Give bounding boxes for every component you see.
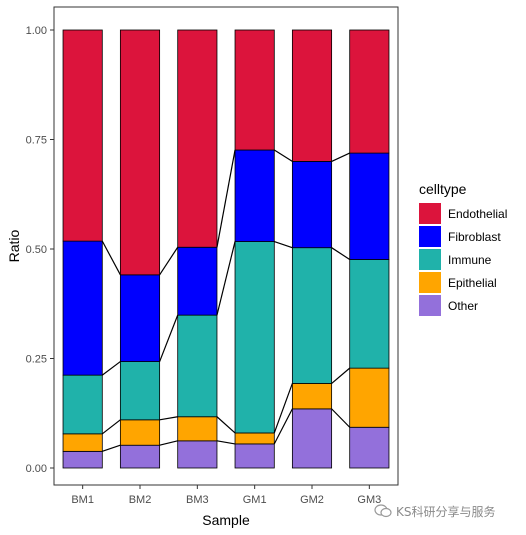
legend-label-fibroblast: Fibroblast xyxy=(448,230,501,244)
connector-other-2 xyxy=(159,440,178,446)
connector-immune-2 xyxy=(159,314,179,362)
bar-bm1-other xyxy=(62,450,103,469)
y-tick-label: 0.25 xyxy=(26,354,47,366)
connector-other-1 xyxy=(102,444,121,452)
bar-gm3-other xyxy=(349,426,390,469)
legend-key-other xyxy=(419,295,441,316)
y-tick-label: 0.00 xyxy=(26,463,47,475)
bar-gm2-epithelial xyxy=(291,383,333,410)
x-tick-label-gm1: GM1 xyxy=(243,494,267,506)
bar-bm2-fibroblast xyxy=(119,274,161,362)
connector-fibroblast-2 xyxy=(159,246,179,276)
bar-bm3-other xyxy=(177,440,218,469)
bar-bm1-fibroblast xyxy=(62,240,103,376)
x-tick-label-bm3: BM3 xyxy=(186,494,209,506)
bar-bm2-epithelial xyxy=(119,419,161,446)
bar-gm2-fibroblast xyxy=(291,160,333,249)
x-tick-label-gm3: GM3 xyxy=(357,494,381,506)
bar-gm2-endothelial xyxy=(291,29,333,162)
bar-bm1-immune xyxy=(62,374,103,435)
connector-other-4 xyxy=(273,408,293,445)
bar-gm1-other xyxy=(234,443,275,469)
bar-gm2-immune xyxy=(291,247,333,384)
y-tick-label: 1.00 xyxy=(26,25,47,37)
connector-other-5 xyxy=(331,408,351,428)
x-axis-title: Sample xyxy=(202,512,250,528)
connector-epithelial-2 xyxy=(159,416,178,421)
bar-bm2-endothelial xyxy=(119,29,161,276)
x-tick-label-bm2: BM2 xyxy=(129,494,152,506)
bar-gm1-immune xyxy=(234,241,275,434)
bar-gm3-fibroblast xyxy=(349,152,390,260)
bar-gm1-endothelial xyxy=(234,29,275,151)
bar-bm1-endothelial xyxy=(62,29,103,242)
y-tick-label: 0.50 xyxy=(26,244,47,256)
bar-bm2-immune xyxy=(119,361,161,421)
bar-bm3-immune xyxy=(177,314,218,418)
y-axis-title: Ratio xyxy=(6,229,22,262)
legend-label-epithelial: Epithelial xyxy=(448,276,497,290)
connector-epithelial-3 xyxy=(216,416,236,434)
y-tick-label: 0.75 xyxy=(26,135,47,147)
bar-bm3-epithelial xyxy=(177,416,218,442)
wechat-icon xyxy=(374,504,392,518)
bar-gm1-epithelial xyxy=(234,432,275,445)
watermark-text: KS科研分享与服务 xyxy=(396,504,496,519)
connector-epithelial-1 xyxy=(101,419,121,435)
legend-label-endothelial: Endothelial xyxy=(448,207,507,221)
legend-key-immune xyxy=(419,249,441,270)
legend-label-other: Other xyxy=(448,299,478,313)
connector-fibroblast-3 xyxy=(216,149,236,248)
connector-fibroblast-5 xyxy=(331,152,350,162)
connector-epithelial-4 xyxy=(273,383,293,434)
connector-fibroblast-1 xyxy=(101,240,121,276)
legend-key-epithelial xyxy=(419,272,441,293)
legend-title: celltype xyxy=(419,181,467,197)
legend-key-fibroblast xyxy=(419,226,441,247)
bar-bm3-endothelial xyxy=(177,29,218,248)
connector-immune-3 xyxy=(216,241,236,316)
bar-gm2-other xyxy=(291,408,333,469)
connector-immune-4 xyxy=(274,240,293,249)
bar-gm3-immune xyxy=(349,259,390,369)
x-tick-label-gm2: GM2 xyxy=(300,494,324,506)
connector-fibroblast-4 xyxy=(273,149,293,162)
plot-panel xyxy=(53,6,399,486)
connector-other-3 xyxy=(216,440,236,445)
bar-gm3-epithelial xyxy=(349,367,390,428)
bar-gm1-fibroblast xyxy=(234,149,275,242)
connector-immune-1 xyxy=(101,361,121,376)
bar-bm2-other xyxy=(119,444,161,469)
x-tick-label-bm1: BM1 xyxy=(71,494,94,506)
watermark: KS科研分享与服务 xyxy=(374,500,524,522)
bar-gm3-endothelial xyxy=(349,29,390,154)
legend-label-immune: Immune xyxy=(448,253,492,267)
bar-bm3-fibroblast xyxy=(177,246,218,316)
legend-key-endothelial xyxy=(419,203,441,224)
connector-immune-5 xyxy=(331,247,351,261)
connector-epithelial-5 xyxy=(331,367,351,384)
bar-bm1-epithelial xyxy=(62,433,103,452)
